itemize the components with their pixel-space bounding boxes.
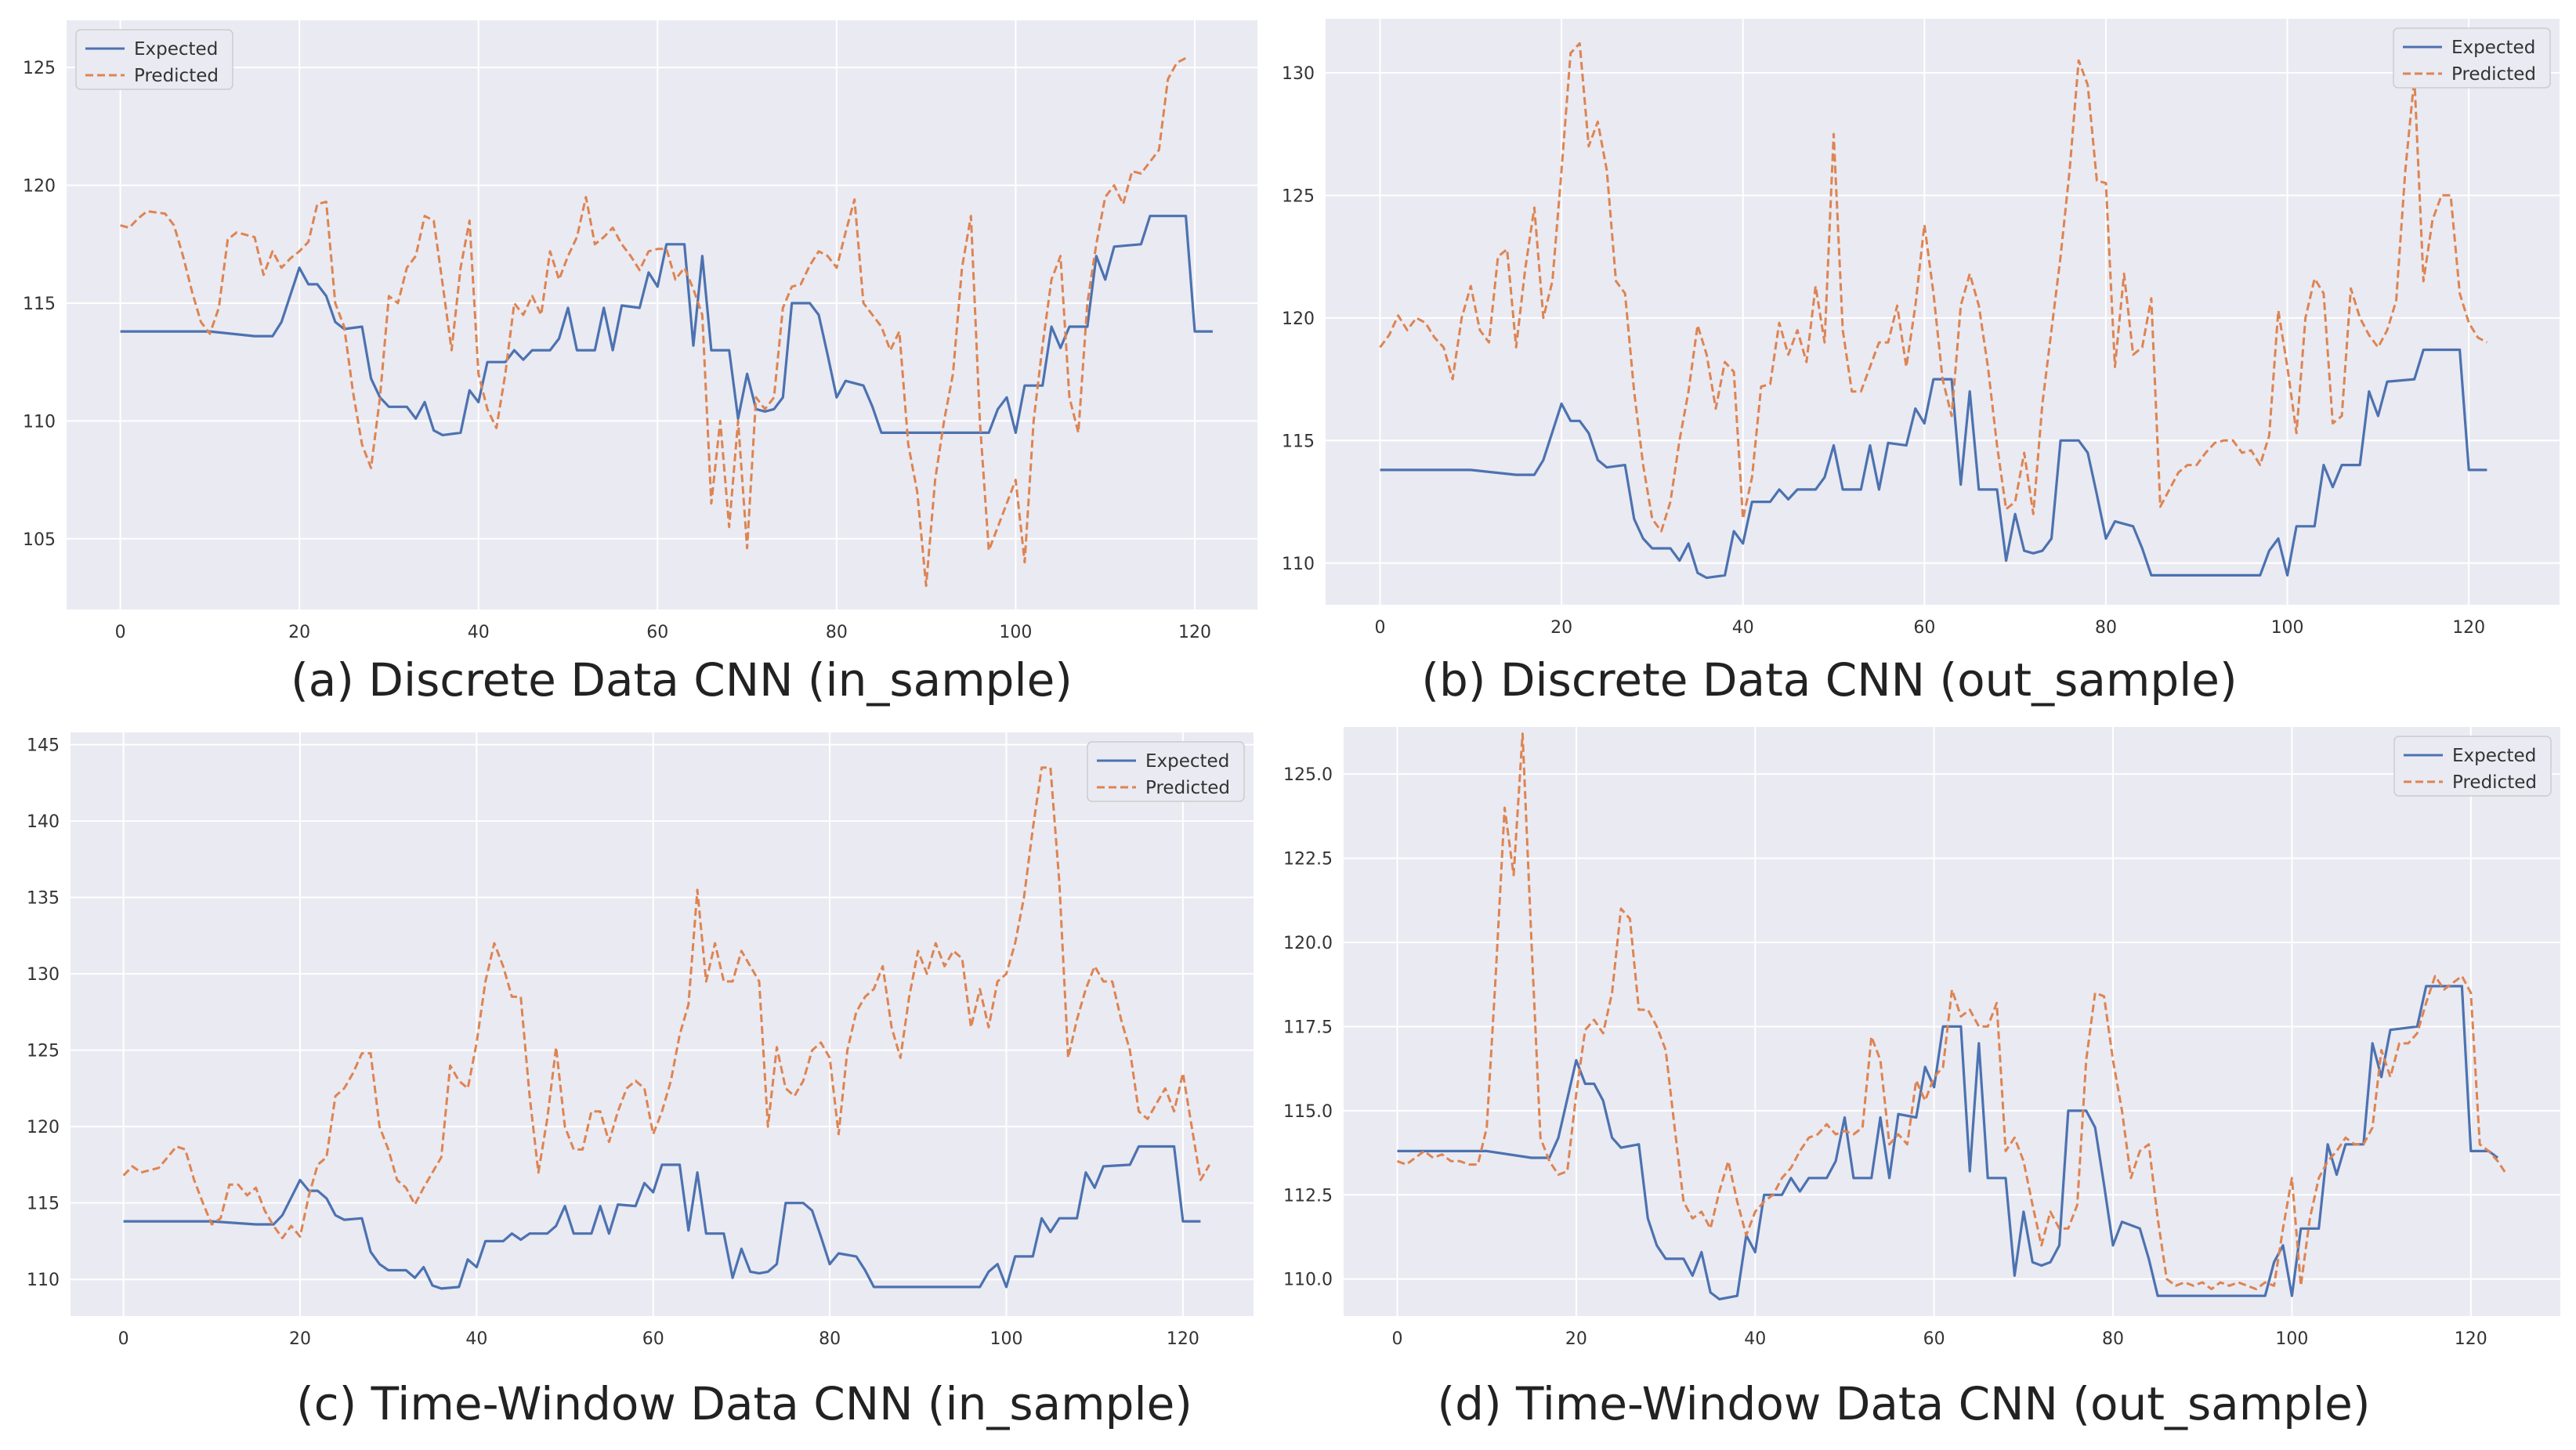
y-tick-label: 120: [27, 1118, 60, 1137]
series-line-predicted: [122, 766, 1210, 1239]
plot-area: [1326, 19, 2560, 605]
x-tick-label: 60: [642, 1329, 664, 1349]
caption-a: (a) Discrete Data CNN (in_sample): [291, 653, 1073, 707]
x-tick-label: 100: [2271, 618, 2304, 638]
y-tick-label: 115: [1282, 432, 1315, 451]
legend-label-predicted: Predicted: [2451, 64, 2536, 85]
legend: Expected Predicted: [1087, 741, 1245, 802]
plot-area: [1344, 727, 2560, 1316]
x-tick-label: 60: [1923, 1329, 1945, 1349]
y-tick-label: 125: [23, 59, 56, 78]
y-tick-label: 135: [27, 889, 60, 909]
legend: Expected Predicted: [75, 29, 233, 90]
legend-label-predicted: Predicted: [134, 66, 219, 86]
y-tick-label: 125.0: [1283, 765, 1333, 785]
y-tick-label: 140: [27, 812, 60, 832]
chart-panel-b: 0 20 40 60 80 100 120 110 115 120 125 130 Expected Pr…: [1282, 19, 2560, 707]
x-tick-label: 20: [1565, 1329, 1587, 1349]
caption-d: (d) Time-Window Data CNN (out_sample): [1438, 1377, 2371, 1430]
x-tick-label: 120: [2455, 1329, 2487, 1349]
legend-label-predicted: Predicted: [1145, 778, 1230, 798]
series-line-predicted: [1379, 42, 2488, 533]
legend-label-expected: Expected: [2452, 746, 2536, 766]
series-line-expected: [1397, 985, 2499, 1301]
x-tick-label: 20: [1550, 618, 1572, 638]
y-tick-label: 105: [23, 530, 56, 550]
x-tick-label: 40: [1744, 1329, 1766, 1349]
y-tick-label: 145: [27, 736, 60, 756]
plot-area: [67, 20, 1257, 609]
x-tick-label: 80: [826, 623, 848, 642]
legend-label-expected: Expected: [1145, 751, 1229, 772]
legend: Expected Predicted: [2393, 27, 2551, 89]
y-tick-label: 122.5: [1283, 850, 1333, 870]
chart-panel-c: 0 20 40 60 80 100 120 110 115 120 125 130 135 140 145 E…: [27, 732, 1254, 1430]
y-tick-label: 110: [23, 412, 56, 432]
y-tick-label: 115.0: [1283, 1102, 1333, 1122]
x-tick-label: 120: [1167, 1329, 1199, 1349]
legend-label-expected: Expected: [2451, 38, 2535, 58]
x-tick-label: 100: [990, 1329, 1022, 1349]
legend-label-predicted: Predicted: [2452, 772, 2537, 793]
y-tick-label: 115: [23, 295, 56, 314]
legend: Expected Predicted: [2393, 736, 2552, 797]
plot-area: [71, 732, 1254, 1316]
y-tick-label: 117.5: [1283, 1018, 1333, 1037]
series-line-predicted: [1396, 732, 2508, 1291]
y-tick-label: 130: [27, 965, 60, 985]
y-tick-label: 120: [1282, 309, 1315, 329]
legend-label-expected: Expected: [134, 39, 218, 60]
x-tick-label: 60: [646, 623, 668, 642]
y-tick-label: 112.5: [1283, 1186, 1333, 1206]
chart-panel-a: 0 20 40 60 80 100 120 105 110 115 120 125 Expected Pr…: [23, 20, 1257, 707]
y-tick-label: 130: [1282, 64, 1315, 84]
caption-b: (b) Discrete Data CNN (out_sample): [1421, 653, 2237, 707]
y-tick-label: 120: [23, 177, 56, 197]
x-tick-label: 40: [465, 1329, 487, 1349]
y-tick-label: 110.0: [1283, 1271, 1333, 1290]
y-tick-label: 120.0: [1283, 934, 1333, 953]
x-tick-label: 80: [2095, 618, 2117, 638]
series-line-expected: [123, 1144, 1201, 1290]
series-line-expected: [1380, 348, 2487, 580]
x-tick-label: 100: [999, 623, 1032, 642]
y-tick-label: 115: [27, 1195, 60, 1214]
x-tick-label: 120: [1178, 623, 1211, 642]
series-line-predicted: [120, 56, 1187, 588]
x-tick-label: 20: [288, 623, 310, 642]
caption-c: (c) Time-Window Data CNN (in_sample): [296, 1377, 1192, 1430]
x-tick-label: 100: [2275, 1329, 2308, 1349]
x-tick-label: 80: [819, 1329, 841, 1349]
x-tick-label: 40: [468, 623, 490, 642]
x-tick-label: 0: [1392, 1329, 1403, 1349]
x-tick-label: 120: [2452, 618, 2485, 638]
x-tick-label: 20: [289, 1329, 311, 1349]
x-tick-label: 60: [1913, 618, 1935, 638]
y-tick-label: 110: [1282, 555, 1315, 574]
y-tick-label: 125: [1282, 186, 1315, 206]
chart-panel-d: 0 20 40 60 80 100 120 110.0 112.5 115.0 117.5 120.0…: [1283, 727, 2560, 1430]
x-tick-label: 80: [2102, 1329, 2124, 1349]
x-tick-label: 0: [115, 623, 126, 642]
y-tick-label: 125: [27, 1042, 60, 1061]
x-tick-label: 0: [1374, 618, 1385, 638]
x-tick-label: 0: [118, 1329, 129, 1349]
series-line-expected: [120, 215, 1213, 436]
x-tick-label: 40: [1732, 618, 1754, 638]
y-tick-label: 110: [27, 1271, 60, 1290]
